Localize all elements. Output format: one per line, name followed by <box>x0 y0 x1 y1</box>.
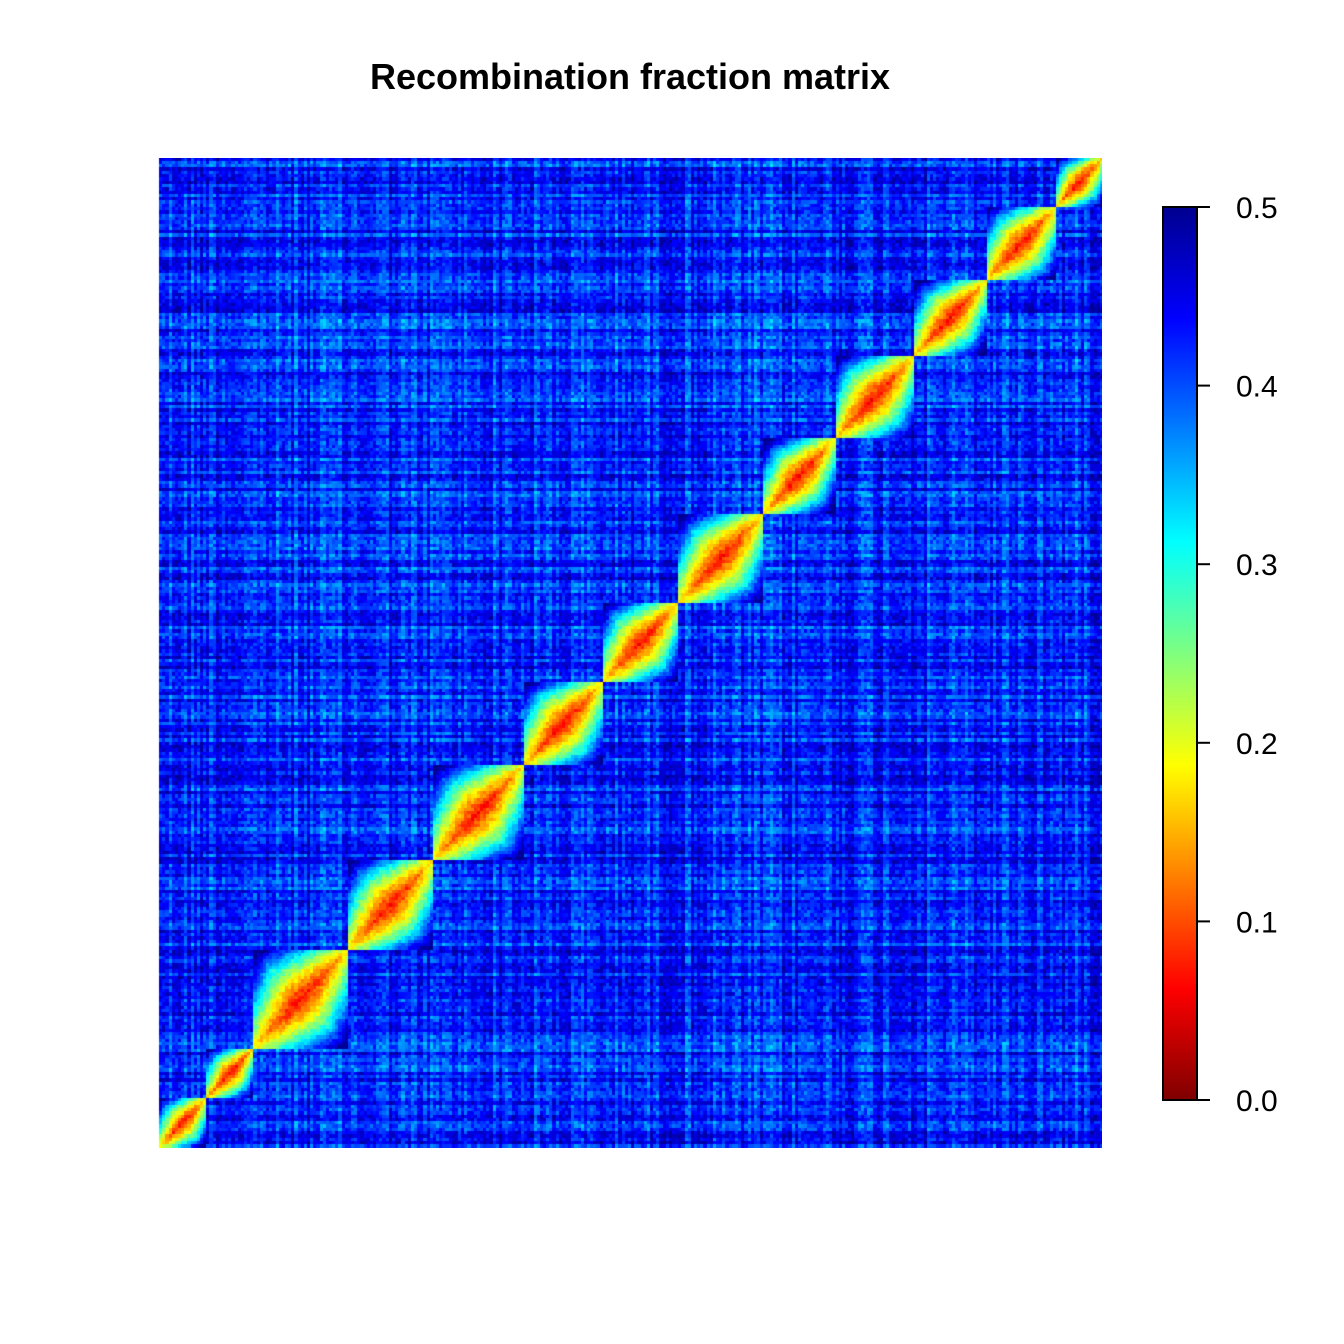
chart-title: Recombination fraction matrix <box>369 56 891 97</box>
legend-tick-label: 0.3 <box>1236 549 1278 582</box>
legend-tick-label: 0.4 <box>1236 371 1278 404</box>
legend-tick-label: 0.2 <box>1236 728 1278 761</box>
colorbar <box>1162 206 1198 1101</box>
legend-tick-label: 0.0 <box>1236 1085 1278 1118</box>
heatmap <box>158 158 1102 1148</box>
color-legend: 0.0 0.1 0.2 0.3 0.4 0.5 <box>1162 192 1278 1118</box>
legend-tick-label: 0.5 <box>1236 192 1278 225</box>
legend-tick-label: 0.1 <box>1236 906 1278 939</box>
